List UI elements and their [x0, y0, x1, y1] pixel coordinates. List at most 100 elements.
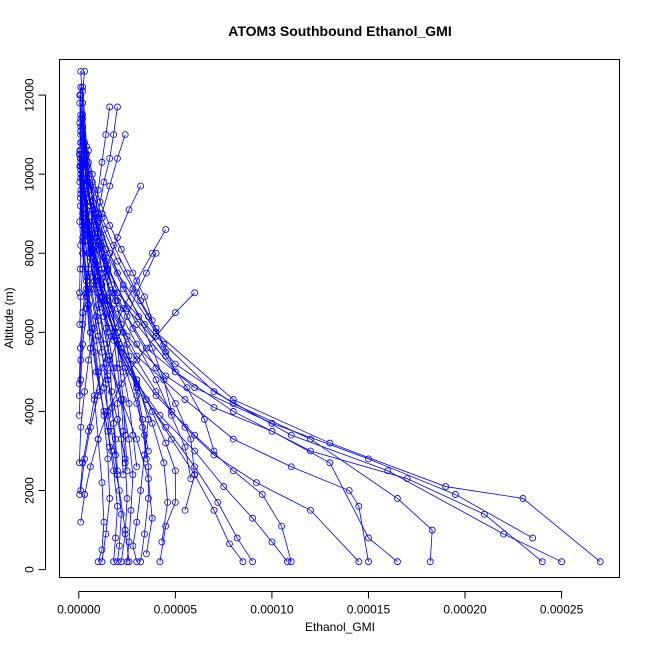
- series-line: [82, 182, 288, 562]
- data-point: [191, 384, 199, 392]
- data-point: [142, 396, 150, 403]
- data-point: [79, 340, 87, 348]
- series-line: [80, 292, 195, 523]
- data-point: [162, 226, 170, 233]
- data-point: [519, 495, 527, 502]
- data-point: [79, 174, 87, 182]
- y-tick-label: 8000: [23, 240, 37, 267]
- series-line: [82, 166, 111, 448]
- data-point: [87, 463, 94, 471]
- data-point: [76, 265, 84, 273]
- data-point: [119, 471, 127, 479]
- series-line: [79, 166, 111, 562]
- data-point: [106, 182, 114, 190]
- data-point: [76, 321, 84, 328]
- x-tick-label: 0.00000: [57, 603, 101, 617]
- data-point: [133, 558, 141, 566]
- data-point: [112, 451, 119, 459]
- series-line: [82, 114, 543, 562]
- data-point: [88, 230, 96, 237]
- data-point: [121, 459, 129, 467]
- profile-series-42: [94, 218, 131, 475]
- data-point: [307, 506, 314, 514]
- data-point: [98, 214, 106, 222]
- data-point: [100, 518, 108, 526]
- data-point: [229, 400, 237, 407]
- data-point: [133, 340, 141, 348]
- data-point: [85, 178, 92, 186]
- y-tick-label: 4000: [23, 398, 37, 425]
- data-point: [125, 400, 133, 407]
- data-point: [106, 222, 114, 229]
- data-point: [148, 249, 156, 257]
- data-point: [171, 400, 179, 407]
- data-point: [112, 297, 119, 305]
- data-point: [500, 530, 508, 538]
- data-point: [183, 384, 191, 392]
- data-point: [121, 131, 129, 139]
- series-line: [80, 253, 157, 491]
- data-point: [87, 198, 94, 206]
- data-point: [148, 317, 156, 324]
- profile-series-45: [87, 198, 127, 479]
- data-point: [104, 328, 112, 336]
- series-line: [80, 154, 253, 562]
- data-point: [76, 491, 84, 498]
- x-axis: 0.00000 0.00005 0.00010 0.00015 0.00020 0.000…: [57, 591, 584, 617]
- data-point: [210, 506, 218, 514]
- data-point: [75, 380, 83, 388]
- profile-series-26: [76, 119, 195, 483]
- data-point: [79, 459, 87, 467]
- x-tick-label: 0.00010: [250, 603, 294, 617]
- series-line: [82, 178, 134, 562]
- data-point: [596, 558, 604, 566]
- data-point: [239, 558, 247, 566]
- data-point: [94, 317, 102, 324]
- data-point: [428, 526, 436, 534]
- data-point: [214, 498, 222, 506]
- data-point: [229, 408, 237, 415]
- data-point: [127, 506, 135, 514]
- data-point: [164, 498, 172, 506]
- data-point: [115, 487, 123, 494]
- data-point: [75, 150, 83, 158]
- data-point: [135, 313, 143, 320]
- data-point: [104, 411, 112, 419]
- data-point: [81, 388, 88, 396]
- data-point: [106, 249, 114, 257]
- data-point: [76, 218, 84, 226]
- series-line: [78, 106, 118, 384]
- data-point: [106, 154, 114, 162]
- data-point: [144, 313, 152, 320]
- x-tick-label: 0.00020: [443, 603, 487, 617]
- data-point: [394, 495, 401, 502]
- data-point: [133, 277, 141, 285]
- data-point: [171, 368, 179, 376]
- data-point: [403, 475, 411, 483]
- data-point: [123, 467, 131, 475]
- data-point: [268, 419, 276, 427]
- profile-series-33: [77, 289, 199, 526]
- data-point: [210, 451, 218, 459]
- data-point: [81, 237, 88, 245]
- data-point: [442, 483, 450, 490]
- data-point: [268, 538, 276, 546]
- data-point: [114, 400, 121, 407]
- x-tick-label: 0.00005: [154, 603, 198, 617]
- data-point: [77, 170, 85, 178]
- series-layer: [75, 67, 604, 566]
- data-point: [355, 558, 363, 566]
- data-point: [148, 408, 156, 415]
- data-point: [100, 253, 108, 261]
- data-point: [85, 147, 92, 154]
- data-point: [110, 289, 117, 297]
- data-point: [112, 534, 119, 542]
- data-point: [94, 392, 102, 400]
- data-point: [83, 305, 90, 313]
- data-point: [77, 115, 85, 123]
- data-point: [125, 435, 133, 443]
- series-line: [90, 201, 124, 475]
- x-tick-label: 0.00015: [347, 603, 391, 617]
- data-point: [210, 447, 218, 455]
- data-point: [77, 376, 85, 384]
